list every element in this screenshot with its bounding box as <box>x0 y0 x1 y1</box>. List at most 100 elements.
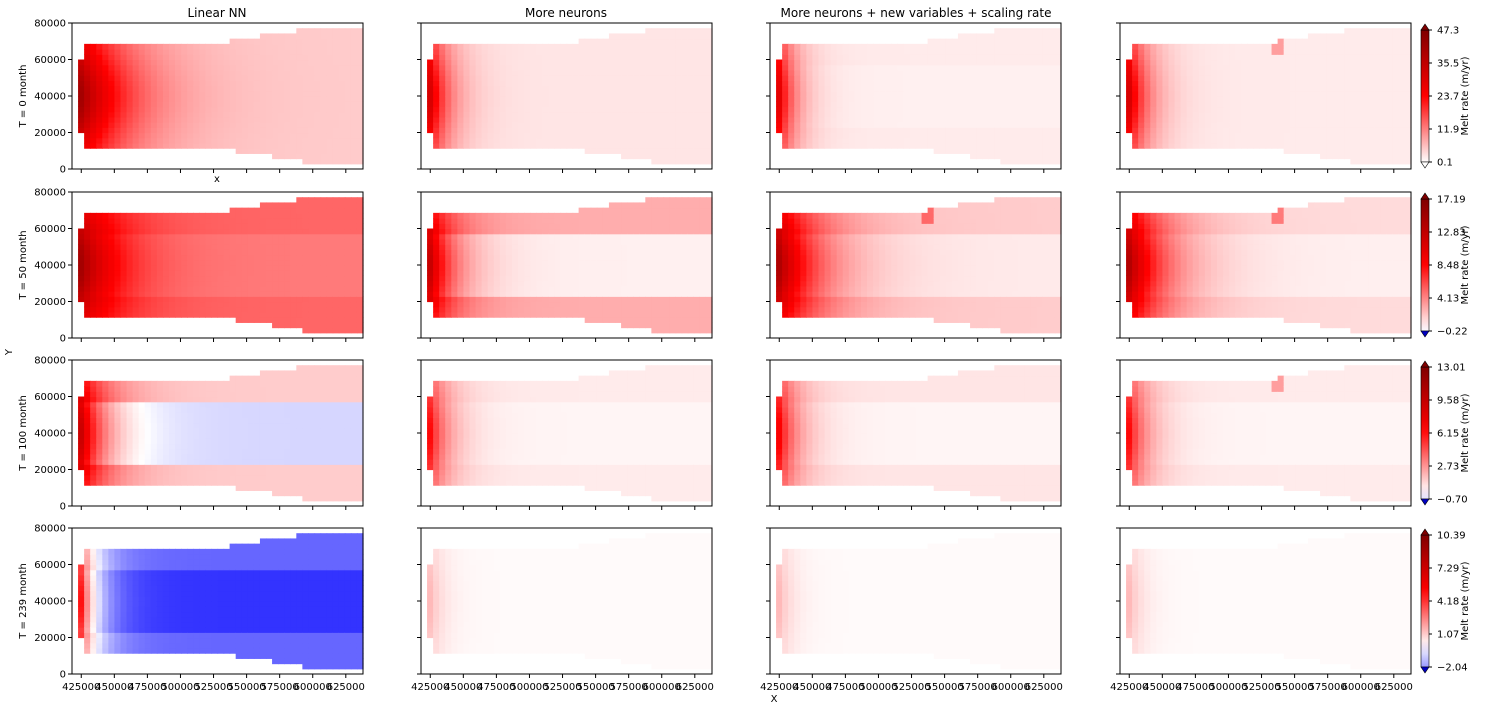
heatmap-cell <box>584 142 592 149</box>
heatmap-cell <box>1198 85 1206 92</box>
heatmap-cell <box>645 111 652 118</box>
heatmap-cell <box>590 90 598 97</box>
heatmap-cell <box>1320 106 1327 113</box>
heatmap-cell <box>994 49 1001 55</box>
heatmap-cell <box>627 54 634 61</box>
heatmap-cell <box>259 285 267 292</box>
heatmap-cell <box>175 142 182 149</box>
heatmap-cell <box>126 85 134 92</box>
heatmap-cell <box>982 148 989 154</box>
heatmap-cell <box>681 142 689 149</box>
heatmap-cell <box>885 111 892 118</box>
heatmap-cell <box>1162 85 1170 92</box>
heatmap-cell <box>108 311 116 318</box>
heatmap-cell <box>272 270 279 277</box>
heatmap-cell <box>818 127 826 134</box>
heatmap-cell <box>1030 69 1038 76</box>
heatmap-cell <box>848 106 856 113</box>
heatmap-cell <box>927 90 935 97</box>
heatmap-cell <box>1301 38 1309 45</box>
heatmap-cell <box>126 291 134 297</box>
heatmap-cell <box>1283 59 1291 66</box>
heatmap-cell <box>302 275 310 282</box>
heatmap-cell <box>217 101 225 108</box>
heatmap-cell <box>885 137 892 144</box>
heatmap-cell <box>338 64 346 71</box>
heatmap-cell <box>1198 90 1206 97</box>
heatmap-cell <box>1392 137 1400 144</box>
heatmap-cell <box>1198 137 1206 144</box>
heatmap-cell <box>302 142 310 149</box>
heatmap-cell <box>1150 122 1157 128</box>
heatmap-cell <box>302 101 310 108</box>
heatmap-cell <box>830 64 838 71</box>
heatmap-cell <box>675 59 683 66</box>
heatmap-cell <box>639 142 646 149</box>
heatmap-cell <box>608 59 616 66</box>
heatmap-cell <box>193 80 200 87</box>
heatmap-cell <box>457 101 465 108</box>
heatmap-cell <box>150 212 158 219</box>
heatmap-cell <box>199 233 206 240</box>
heatmap-cell <box>241 296 249 303</box>
heatmap-cell <box>253 280 261 287</box>
heatmap-cell <box>1271 101 1279 108</box>
heatmap-cell <box>1368 75 1376 81</box>
heatmap-cell <box>1042 90 1050 97</box>
heatmap-cell <box>272 254 279 261</box>
heatmap-cell <box>193 291 200 297</box>
heatmap-cell <box>296 291 303 297</box>
heatmap-cell <box>1314 64 1321 71</box>
heatmap-cell <box>284 285 291 292</box>
heatmap-cell <box>181 265 188 271</box>
heatmap-cell <box>693 132 701 139</box>
heatmap-cell <box>302 322 310 329</box>
heatmap-cell <box>1386 33 1394 40</box>
heatmap-cell <box>645 69 652 76</box>
heatmap-cell <box>824 43 832 50</box>
heatmap-cell <box>982 75 989 81</box>
heatmap-cell <box>475 49 483 55</box>
heatmap-cell <box>1138 69 1145 76</box>
heatmap-cell <box>824 90 832 97</box>
heatmap-cell <box>909 132 917 139</box>
heatmap-cell <box>1332 111 1339 118</box>
heatmap-cell <box>794 54 801 61</box>
heatmap-cell <box>253 85 261 92</box>
heatmap-cell <box>970 106 977 113</box>
heatmap-cell <box>982 142 989 149</box>
heatmap-cell <box>241 265 249 271</box>
heatmap-cell <box>108 132 116 139</box>
heatmap-cell <box>302 301 310 308</box>
heatmap-cell <box>621 111 628 118</box>
heatmap-cell <box>584 90 592 97</box>
heatmap-cell <box>627 137 634 144</box>
heatmap-cell <box>776 75 783 81</box>
heatmap-cell <box>229 291 237 297</box>
heatmap-cell <box>657 127 665 134</box>
heatmap-cell <box>1404 33 1412 40</box>
heatmap-cell <box>699 153 707 160</box>
heatmap-cell <box>1332 54 1339 61</box>
heatmap-cell <box>1048 54 1056 61</box>
heatmap-cell <box>639 85 646 92</box>
heatmap-cell <box>156 80 164 87</box>
heatmap-cell <box>1018 64 1026 71</box>
heatmap-cell <box>812 111 820 118</box>
heatmap-cell <box>681 96 689 102</box>
heatmap-cell <box>1223 49 1230 55</box>
heatmap-cell <box>1217 132 1224 139</box>
heatmap-cell <box>253 296 261 303</box>
heatmap-cell <box>1344 43 1351 50</box>
heatmap-cell <box>247 207 255 214</box>
heatmap-cell <box>272 218 279 224</box>
heatmap-cell <box>102 106 109 113</box>
heatmap-cell <box>1126 69 1133 76</box>
heatmap-cell <box>957 137 965 144</box>
heatmap-cell <box>247 85 255 92</box>
heatmap-cell <box>1024 122 1032 128</box>
heatmap-cell <box>788 90 795 97</box>
heatmap-cell <box>150 233 158 240</box>
heatmap-cell <box>1192 85 1200 92</box>
heatmap-cell <box>1018 96 1026 102</box>
